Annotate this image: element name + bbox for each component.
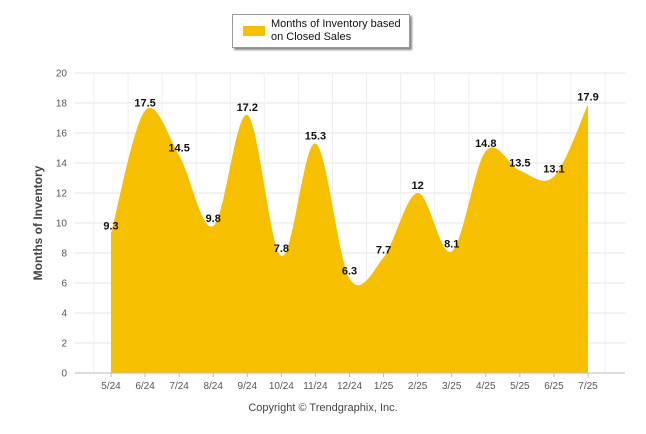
x-tick-label: 7/25 [578, 381, 598, 392]
x-tick-label: 7/24 [169, 381, 189, 392]
x-tick-label: 1/25 [374, 381, 394, 392]
area-fill [111, 104, 588, 373]
data-label: 13.1 [543, 164, 564, 176]
data-labels: 9.3 17.5 14.5 9.8 17.2 7.8 15.3 6.3 7.7 12 8.1 14.8… [103, 92, 598, 278]
y-tick-label: 2 [61, 339, 67, 350]
x-tick-label: 9/24 [238, 381, 258, 392]
y-axis-ticks: 0 2 4 6 8 10 12 14 16 18 20 [56, 69, 68, 380]
legend-swatch [243, 26, 265, 36]
area-series [111, 104, 588, 373]
data-label: 13.5 [509, 158, 530, 170]
legend-label: Months of Inventory based on Closed Sale… [271, 18, 401, 43]
data-label: 15.3 [305, 131, 326, 143]
data-label: 14.8 [475, 138, 496, 150]
data-label: 9.8 [206, 213, 221, 225]
x-tick-label: 10/24 [269, 381, 294, 392]
x-tick-label: 6/24 [135, 381, 155, 392]
y-tick-label: 6 [61, 279, 67, 290]
y-tick-label: 12 [56, 189, 68, 200]
data-label: 17.5 [134, 98, 155, 110]
y-tick-label: 4 [61, 309, 67, 320]
y-tick-label: 14 [56, 159, 68, 170]
x-tick-label: 5/24 [101, 381, 121, 392]
y-tick-label: 8 [61, 249, 67, 260]
data-label: 6.3 [342, 266, 357, 278]
data-label: 9.3 [103, 221, 118, 233]
x-tick-label: 12/24 [337, 381, 362, 392]
x-tick-label: 4/25 [476, 381, 496, 392]
data-label: 7.7 [376, 245, 391, 257]
x-tick-label: 5/25 [510, 381, 530, 392]
x-tick-label: 11/24 [303, 381, 328, 392]
data-label: 17.9 [577, 92, 598, 104]
y-tick-label: 16 [56, 129, 68, 140]
x-axis-ticks: 5/24 6/24 7/24 8/24 9/24 10/24 11/24 12/24 1/25 2… [101, 373, 598, 392]
x-tick-label: 8/24 [203, 381, 223, 392]
x-tick-label: 6/25 [544, 381, 564, 392]
data-label: 14.5 [168, 143, 189, 155]
x-tick-label: 3/25 [442, 381, 462, 392]
data-label: 17.2 [237, 102, 258, 114]
y-tick-label: 18 [56, 99, 68, 110]
legend: Months of Inventory based on Closed Sale… [232, 14, 410, 48]
y-tick-label: 10 [56, 219, 68, 230]
copyright-text: Copyright © Trendgraphix, Inc. [248, 402, 398, 414]
data-label: 8.1 [444, 239, 459, 251]
data-label: 12 [412, 180, 424, 192]
y-tick-label: 20 [56, 69, 68, 80]
data-label: 7.8 [274, 243, 289, 255]
y-tick-label: 0 [61, 369, 67, 380]
y-axis-title: Months of Inventory [31, 165, 45, 280]
x-tick-label: 2/25 [408, 381, 428, 392]
